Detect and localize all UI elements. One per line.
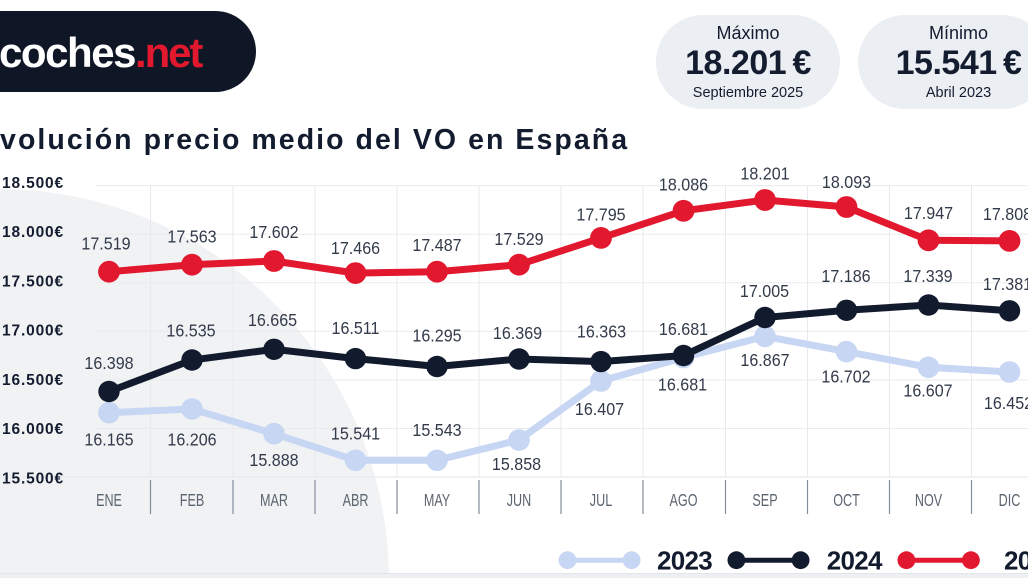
svg-text:16.702: 16.702: [821, 367, 870, 387]
svg-text:15.858: 15.858: [492, 454, 541, 474]
svg-text:15.541: 15.541: [331, 424, 380, 444]
svg-text:SEP: SEP: [752, 491, 777, 511]
svg-text:DIC: DIC: [999, 491, 1021, 511]
svg-text:16.407: 16.407: [575, 399, 624, 419]
svg-text:16.000€: 16.000€: [2, 421, 64, 438]
svg-text:16.295: 16.295: [412, 326, 461, 346]
svg-text:JUN: JUN: [507, 491, 531, 511]
svg-text:17.381: 17.381: [983, 274, 1028, 294]
svg-text:17.602: 17.602: [249, 222, 298, 242]
svg-text:17.947: 17.947: [904, 203, 953, 223]
svg-text:16.681: 16.681: [659, 319, 708, 339]
svg-text:15.500€: 15.500€: [2, 470, 64, 487]
svg-text:2025: 2025: [1004, 546, 1028, 576]
svg-text:2024: 2024: [827, 546, 883, 576]
svg-text:16.607: 16.607: [903, 381, 952, 401]
svg-text:ENE: ENE: [96, 491, 122, 511]
svg-text:16.398: 16.398: [84, 353, 133, 373]
svg-text:17.466: 17.466: [331, 238, 380, 258]
svg-text:ABR: ABR: [343, 491, 369, 511]
svg-text:FEB: FEB: [180, 491, 204, 511]
svg-text:OCT: OCT: [833, 491, 860, 511]
svg-text:17.563: 17.563: [167, 227, 216, 247]
svg-text:JUL: JUL: [590, 491, 612, 511]
svg-text:18.086: 18.086: [659, 175, 708, 195]
svg-text:15.888: 15.888: [249, 450, 298, 470]
svg-text:17.500€: 17.500€: [2, 273, 64, 290]
svg-text:16.165: 16.165: [84, 430, 133, 450]
svg-text:17.519: 17.519: [81, 234, 130, 254]
svg-text:NOV: NOV: [915, 491, 943, 511]
svg-text:16.535: 16.535: [166, 321, 215, 341]
svg-text:17.000€: 17.000€: [2, 323, 64, 340]
svg-text:16.511: 16.511: [331, 318, 379, 338]
svg-text:17.186: 17.186: [821, 266, 870, 286]
svg-text:15.543: 15.543: [412, 420, 461, 440]
svg-text:17.487: 17.487: [412, 235, 461, 255]
svg-text:17.808: 17.808: [983, 204, 1028, 224]
svg-text:MAY: MAY: [424, 491, 450, 511]
svg-text:18.093: 18.093: [822, 172, 871, 192]
svg-text:17.795: 17.795: [576, 205, 625, 225]
svg-text:17.005: 17.005: [740, 281, 789, 301]
svg-text:18.500€: 18.500€: [2, 175, 64, 192]
svg-text:AGO: AGO: [670, 491, 698, 511]
svg-text:17.339: 17.339: [903, 266, 952, 286]
svg-text:16.363: 16.363: [577, 322, 626, 342]
svg-text:16.452: 16.452: [984, 393, 1028, 413]
svg-text:16.369: 16.369: [493, 323, 542, 343]
svg-text:16.681: 16.681: [658, 375, 707, 395]
svg-text:16.206: 16.206: [167, 430, 216, 450]
svg-text:2023: 2023: [657, 546, 712, 576]
svg-text:17.529: 17.529: [494, 229, 543, 249]
svg-text:16.867: 16.867: [740, 350, 789, 370]
svg-text:16.665: 16.665: [248, 310, 297, 330]
svg-text:16.500€: 16.500€: [2, 372, 64, 389]
svg-text:MAR: MAR: [260, 491, 288, 511]
svg-text:18.000€: 18.000€: [2, 224, 64, 241]
svg-text:18.201: 18.201: [740, 164, 789, 184]
